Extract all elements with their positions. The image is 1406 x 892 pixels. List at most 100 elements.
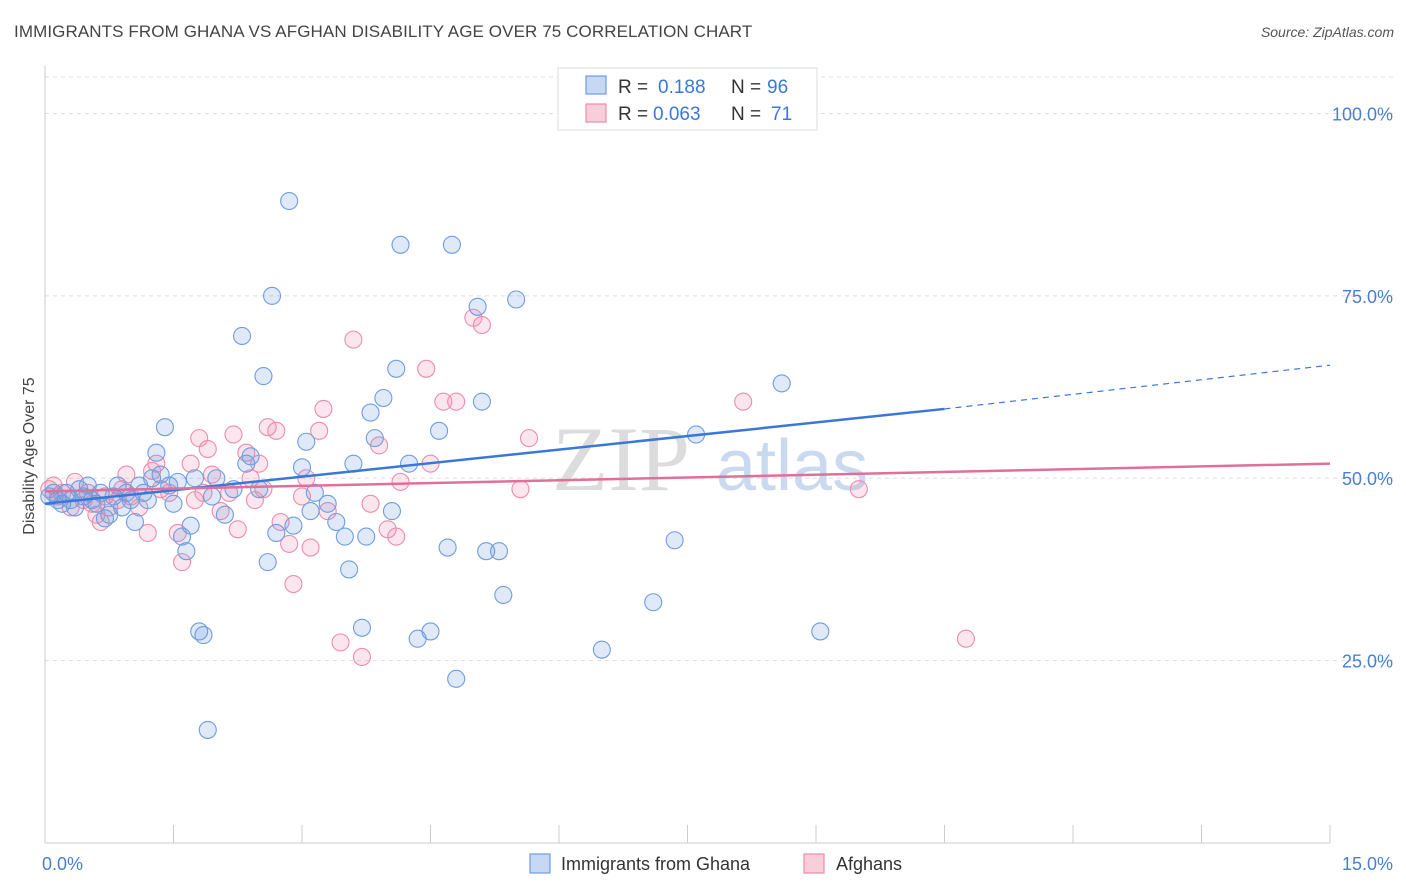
axes	[44, 66, 1331, 844]
ghana-point	[177, 542, 196, 561]
ghana-point	[181, 516, 200, 535]
ghana-point	[203, 487, 222, 506]
ghana-point	[318, 494, 337, 513]
y-tick-label: 50.0%	[1342, 469, 1393, 489]
ghana-point	[430, 421, 449, 440]
ghana-point	[438, 538, 457, 557]
afghans-point	[224, 425, 243, 444]
ghana-point	[267, 523, 286, 543]
ghana-trend-extension	[944, 364, 1331, 410]
afghans-point	[344, 330, 363, 349]
ghana-point	[138, 491, 157, 510]
afghans-point	[228, 520, 247, 539]
ghana-point	[361, 403, 380, 422]
y-axis-label: Disability Age Over 75	[21, 377, 38, 535]
afghans-trend-line	[44, 462, 1331, 493]
ghana-point	[374, 388, 393, 408]
ghana-point	[292, 458, 312, 477]
ghana-point	[421, 622, 440, 641]
afghans-point	[310, 421, 329, 440]
ghana-point	[382, 502, 402, 521]
ghana-point	[387, 359, 406, 378]
bottom-legend-ghana: Immigrants from Ghana	[561, 854, 751, 874]
y-tick-label: 100.0%	[1332, 104, 1393, 124]
watermark: ZIP atlas	[552, 408, 868, 510]
legend-r-value-1: 0.188	[658, 77, 706, 98]
ghana-point	[215, 505, 234, 524]
ghana-point	[301, 502, 320, 521]
afghans-point	[391, 472, 410, 491]
ghana-point	[447, 669, 466, 688]
afghans-point	[519, 429, 539, 448]
legend-swatch-ghana	[585, 75, 607, 95]
ghana-point	[772, 374, 791, 393]
ghana-point	[164, 494, 183, 513]
ghana-point	[442, 235, 461, 254]
ghana-point	[258, 553, 277, 572]
afghans-point	[280, 534, 299, 553]
ghana-point	[472, 392, 491, 411]
ghana-point	[280, 191, 299, 211]
afghans-point	[472, 315, 491, 335]
ghana-point	[232, 326, 252, 346]
afghans-point	[434, 392, 453, 411]
afghans-point	[734, 392, 753, 411]
afghans-point	[352, 647, 372, 667]
afghans-point	[511, 480, 530, 499]
afghans-point	[361, 494, 380, 513]
afghans-point	[181, 454, 200, 473]
afghans-point	[138, 523, 157, 543]
bottom-swatch-afghans	[803, 853, 825, 874]
ghana-point	[665, 531, 684, 550]
ghana-point	[477, 542, 496, 561]
afghans-point	[331, 633, 350, 652]
bottom-legend: Immigrants from Ghana Afghans	[529, 853, 902, 874]
grid-lines	[45, 76, 1393, 662]
watermark-atlas: atlas	[716, 426, 868, 506]
chart-source: Source: ZipAtlas.com	[1260, 24, 1394, 40]
afghans-point	[198, 440, 217, 459]
afghans-point	[147, 454, 166, 473]
trend-lines	[44, 364, 1331, 506]
afghans-point	[314, 399, 333, 418]
ghana-point	[391, 235, 410, 254]
ghana-point	[489, 542, 509, 561]
ghana-point	[507, 290, 526, 309]
afghans-point	[956, 629, 975, 648]
afghans-point	[301, 538, 320, 557]
ghana-point	[125, 512, 144, 532]
afghans-point	[267, 421, 286, 440]
legend-r-label-2: R =	[618, 104, 648, 125]
ticks: 25.0% 50.0% 75.0% 100.0% 0.0% 15.0%	[42, 104, 1393, 874]
bottom-legend-afghans: Afghans	[836, 854, 902, 874]
ghana-point	[352, 618, 372, 637]
x-tick-label: 15.0%	[1342, 854, 1393, 874]
afghans-point	[173, 553, 192, 572]
legend-n-label-1: N =	[731, 77, 761, 98]
ghana-point	[198, 720, 217, 739]
afghans-point	[284, 574, 303, 594]
ghana-point	[284, 516, 303, 535]
ghana-point	[297, 432, 316, 451]
ghana-point	[254, 367, 273, 386]
afghans-point	[387, 527, 406, 546]
ghana-point	[250, 480, 269, 499]
legend-n-value-1: 96	[767, 77, 788, 98]
ghana-point	[241, 447, 260, 466]
afghans-point	[849, 480, 868, 499]
ghana-point	[262, 286, 282, 305]
ghana-point	[327, 512, 346, 532]
ghana-point	[357, 527, 376, 546]
ghana-point	[365, 429, 384, 448]
x-tick-label: 0.0%	[42, 854, 83, 874]
ghana-point	[644, 593, 663, 612]
bottom-swatch-ghana	[529, 853, 551, 874]
legend-r-label-1: R =	[618, 77, 648, 98]
ghana-point	[185, 469, 204, 488]
afghans-point	[417, 359, 436, 378]
watermark-zip: ZIP	[552, 408, 690, 510]
ghana-point	[335, 527, 354, 546]
top-legend: R = 0.188 N = 96 R = 0.063 N = 71	[557, 67, 818, 131]
ghana-point	[147, 443, 166, 462]
